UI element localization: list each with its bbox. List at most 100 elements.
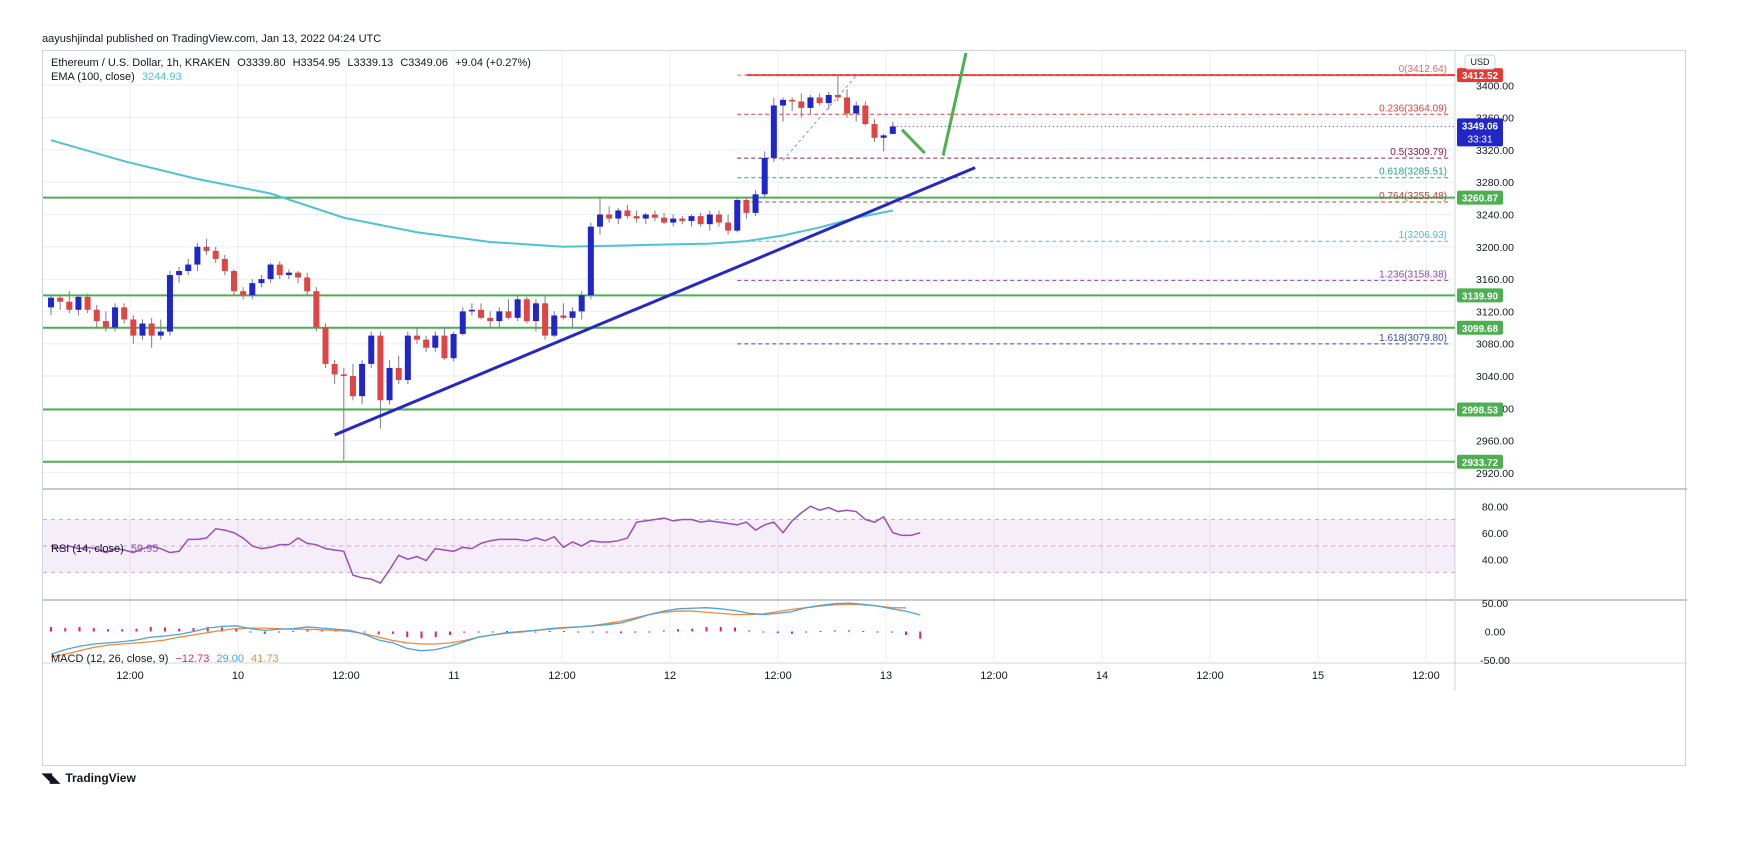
support-price-tag bbox=[1457, 320, 1503, 335]
macd-histogram-bar bbox=[605, 631, 608, 633]
rsi-tick-label: 80.00 bbox=[1482, 501, 1508, 513]
candle-up bbox=[359, 363, 366, 397]
support-price-label: 2933.72 bbox=[1462, 458, 1499, 469]
ascending-trendline bbox=[334, 166, 976, 437]
y-tick-label: 2920.00 bbox=[1476, 468, 1514, 480]
macd-histogram-bar bbox=[477, 631, 480, 633]
candle-up bbox=[386, 367, 393, 401]
candle-down bbox=[377, 335, 384, 401]
candle-up bbox=[459, 311, 466, 335]
candle-up bbox=[185, 264, 192, 272]
macd-histogram-bar bbox=[819, 630, 822, 632]
y-tick-label: 3200.00 bbox=[1476, 242, 1514, 254]
candle-down bbox=[203, 246, 210, 251]
macd-line bbox=[50, 602, 921, 655]
candle-down bbox=[441, 335, 448, 359]
candle-up bbox=[112, 307, 119, 328]
candle-down bbox=[414, 335, 420, 340]
publisher-caption: aayushjindal published on TradingView.co… bbox=[42, 33, 382, 45]
x-tick-label: 12:00 bbox=[116, 670, 144, 682]
ema-line bbox=[50, 139, 893, 248]
macd-histogram-bar bbox=[919, 631, 922, 639]
tradingview-logo[interactable]: ◥◣ TradingView bbox=[42, 770, 136, 786]
macd-histogram-bar bbox=[620, 631, 622, 634]
macd-histogram-bar bbox=[805, 631, 808, 633]
candle-up bbox=[532, 303, 539, 322]
candle-down bbox=[871, 124, 878, 138]
macd-histogram-bar bbox=[107, 629, 109, 632]
macd-histogram-bar bbox=[463, 631, 466, 633]
y-tick-label: 3120.00 bbox=[1476, 306, 1514, 318]
change-value: +9.04 (+0.27%) bbox=[455, 57, 531, 69]
candle-up bbox=[770, 105, 777, 158]
support-price-label: 3099.68 bbox=[1462, 324, 1499, 335]
open-value: O3339.80 bbox=[237, 57, 286, 69]
macd-tick-label: 50.00 bbox=[1482, 598, 1508, 610]
rsi-legend: RSI (14, close) 59.95 bbox=[51, 543, 162, 555]
candle-up bbox=[670, 218, 677, 223]
fib-level-label: 1.236(3158.38) bbox=[1379, 269, 1447, 280]
fib-level-label: 0.5(3309.79) bbox=[1390, 147, 1447, 158]
macd-histogram-bar bbox=[206, 626, 209, 632]
y-tick-label: 3160.00 bbox=[1476, 274, 1514, 286]
macd-histogram-bar bbox=[306, 629, 309, 632]
macd-histogram-bar bbox=[491, 631, 494, 633]
fib-level-label: 0.236(3364.09) bbox=[1379, 103, 1447, 114]
rsi-value: 59.95 bbox=[130, 543, 159, 555]
fib-level-label: 0.764(3255.48) bbox=[1379, 191, 1447, 202]
current-price-tag bbox=[1457, 118, 1503, 147]
candle-up bbox=[258, 279, 265, 284]
low-value: L3339.13 bbox=[347, 57, 394, 69]
y-tick-label: 2960.00 bbox=[1476, 436, 1514, 448]
candle-up bbox=[285, 272, 292, 276]
support-price-tag bbox=[1457, 190, 1503, 205]
candle-down bbox=[423, 339, 430, 348]
candle-down bbox=[93, 309, 100, 322]
candle-down bbox=[304, 277, 311, 292]
candle-up bbox=[514, 299, 521, 318]
candle-up bbox=[166, 275, 173, 332]
y-tick-label: 3240.00 bbox=[1476, 209, 1514, 221]
projection-path bbox=[900, 128, 926, 155]
macd-histogram-bar bbox=[292, 630, 295, 632]
candle-down bbox=[505, 311, 512, 318]
support-price-tag bbox=[1457, 402, 1503, 417]
chart-canvas[interactable]: 12:00 10 12:00 11 12:00 12 12:00 13 12:00 14 12:00… bbox=[43, 51, 1687, 767]
candle-down bbox=[221, 258, 228, 272]
fib-level-label: 1.618(3079.80) bbox=[1379, 333, 1447, 344]
candle-down bbox=[725, 222, 732, 231]
candle-down bbox=[331, 363, 338, 375]
macd-histogram-bar bbox=[221, 627, 223, 632]
macd-tick-label: 0.00 bbox=[1485, 627, 1506, 639]
macd-histogram-bar bbox=[634, 631, 637, 633]
x-tick-label: 12:00 bbox=[548, 670, 576, 682]
macd-histogram-bar bbox=[705, 626, 708, 632]
y-tick-label: 3080.00 bbox=[1476, 339, 1514, 351]
candle-down bbox=[624, 210, 631, 217]
macd-histogram-bar bbox=[762, 631, 765, 633]
tradingview-logo-icon: ◥◣ bbox=[42, 770, 60, 785]
macd-histogram-bar bbox=[420, 631, 423, 639]
macd-histogram-bar bbox=[905, 631, 907, 635]
fib-level-label: 1(3206.93) bbox=[1399, 230, 1447, 241]
macd-legend: MACD (12, 26, close, 9) −12.73 29.00 41.… bbox=[51, 653, 283, 665]
candle-down bbox=[487, 317, 494, 322]
x-tick-label: 12:00 bbox=[1412, 670, 1440, 682]
chart-container[interactable]: 12:00 10 12:00 11 12:00 12 12:00 13 12:00 14 12:00… bbox=[42, 50, 1687, 767]
macd-histogram-bar bbox=[164, 627, 166, 632]
macd-histogram-bar bbox=[662, 630, 665, 632]
candle-up bbox=[450, 334, 457, 359]
macd-histogram-bar bbox=[734, 627, 736, 632]
fib-level-label: 0(3412.64) bbox=[1399, 64, 1447, 75]
support-price-label: 3139.90 bbox=[1462, 291, 1499, 302]
candle-up bbox=[578, 295, 585, 312]
resistance-price-label: 3412.52 bbox=[1462, 71, 1499, 82]
candle-down bbox=[322, 327, 329, 364]
candle-down bbox=[240, 291, 247, 296]
candle-down bbox=[697, 216, 704, 225]
macd-histogram-bar bbox=[506, 630, 508, 632]
macd-histogram-bar bbox=[449, 631, 451, 635]
x-tick-label: 11 bbox=[448, 670, 459, 682]
candle-up bbox=[432, 335, 439, 348]
candle-up bbox=[642, 214, 649, 219]
